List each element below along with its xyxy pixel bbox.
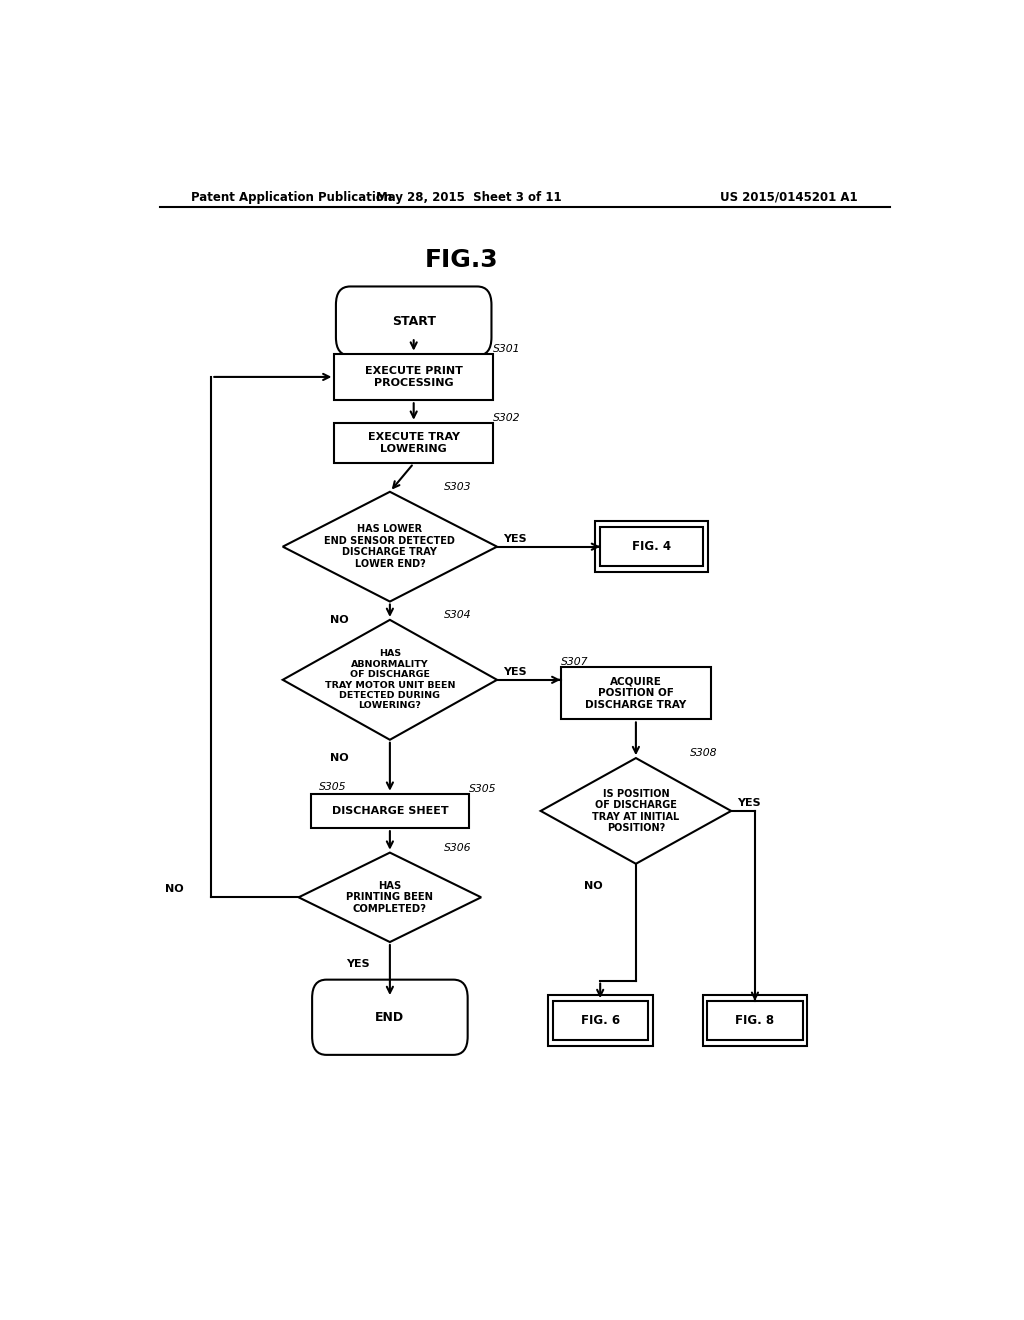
FancyBboxPatch shape — [553, 1001, 648, 1040]
Text: May 28, 2015  Sheet 3 of 11: May 28, 2015 Sheet 3 of 11 — [377, 190, 562, 203]
Text: NO: NO — [585, 882, 603, 891]
FancyBboxPatch shape — [312, 979, 468, 1055]
FancyBboxPatch shape — [702, 995, 807, 1045]
Text: S306: S306 — [443, 842, 471, 853]
FancyBboxPatch shape — [560, 667, 712, 719]
Text: FIG.3: FIG.3 — [425, 248, 498, 272]
Text: ACQUIRE
POSITION OF
DISCHARGE TRAY: ACQUIRE POSITION OF DISCHARGE TRAY — [586, 676, 686, 710]
Text: FIG. 6: FIG. 6 — [581, 1014, 620, 1027]
Polygon shape — [283, 620, 497, 739]
Text: HAS LOWER
END SENSOR DETECTED
DISCHARGE TRAY
LOWER END?: HAS LOWER END SENSOR DETECTED DISCHARGE … — [325, 524, 456, 569]
Text: S305: S305 — [469, 784, 497, 793]
Text: NO: NO — [331, 615, 349, 624]
Text: IS POSITION
OF DISCHARGE
TRAY AT INITIAL
POSITION?: IS POSITION OF DISCHARGE TRAY AT INITIAL… — [592, 788, 680, 833]
Text: NO: NO — [331, 754, 349, 763]
FancyBboxPatch shape — [708, 1001, 803, 1040]
Text: S303: S303 — [443, 482, 471, 492]
Text: S305: S305 — [318, 781, 346, 792]
Text: S302: S302 — [494, 413, 520, 422]
FancyBboxPatch shape — [600, 528, 703, 566]
Text: S307: S307 — [560, 656, 588, 667]
Text: START: START — [392, 314, 435, 327]
Text: YES: YES — [504, 533, 527, 544]
Text: YES: YES — [346, 960, 370, 969]
Text: NO: NO — [165, 884, 184, 894]
Text: FIG. 4: FIG. 4 — [632, 540, 672, 553]
Text: YES: YES — [737, 797, 761, 808]
Text: EXECUTE PRINT
PROCESSING: EXECUTE PRINT PROCESSING — [365, 366, 463, 388]
FancyBboxPatch shape — [334, 422, 494, 463]
Polygon shape — [541, 758, 731, 863]
Text: DISCHARGE SHEET: DISCHARGE SHEET — [332, 807, 449, 816]
Text: S304: S304 — [443, 610, 471, 620]
FancyBboxPatch shape — [334, 354, 494, 400]
FancyBboxPatch shape — [310, 793, 469, 828]
FancyBboxPatch shape — [595, 521, 709, 572]
Polygon shape — [299, 853, 481, 942]
Text: Patent Application Publication: Patent Application Publication — [191, 190, 393, 203]
Text: HAS
PRINTING BEEN
COMPLETED?: HAS PRINTING BEEN COMPLETED? — [346, 880, 433, 913]
Text: END: END — [376, 1011, 404, 1024]
Text: US 2015/0145201 A1: US 2015/0145201 A1 — [721, 190, 858, 203]
Polygon shape — [283, 492, 497, 602]
Text: EXECUTE TRAY
LOWERING: EXECUTE TRAY LOWERING — [368, 432, 460, 454]
Text: HAS
ABNORMALITY
OF DISCHARGE
TRAY MOTOR UNIT BEEN
DETECTED DURING
LOWERING?: HAS ABNORMALITY OF DISCHARGE TRAY MOTOR … — [325, 649, 455, 710]
Text: FIG. 8: FIG. 8 — [735, 1014, 774, 1027]
Text: S301: S301 — [494, 343, 520, 354]
FancyBboxPatch shape — [336, 286, 492, 355]
Text: YES: YES — [504, 667, 527, 677]
FancyBboxPatch shape — [548, 995, 652, 1045]
Text: S308: S308 — [690, 748, 718, 758]
